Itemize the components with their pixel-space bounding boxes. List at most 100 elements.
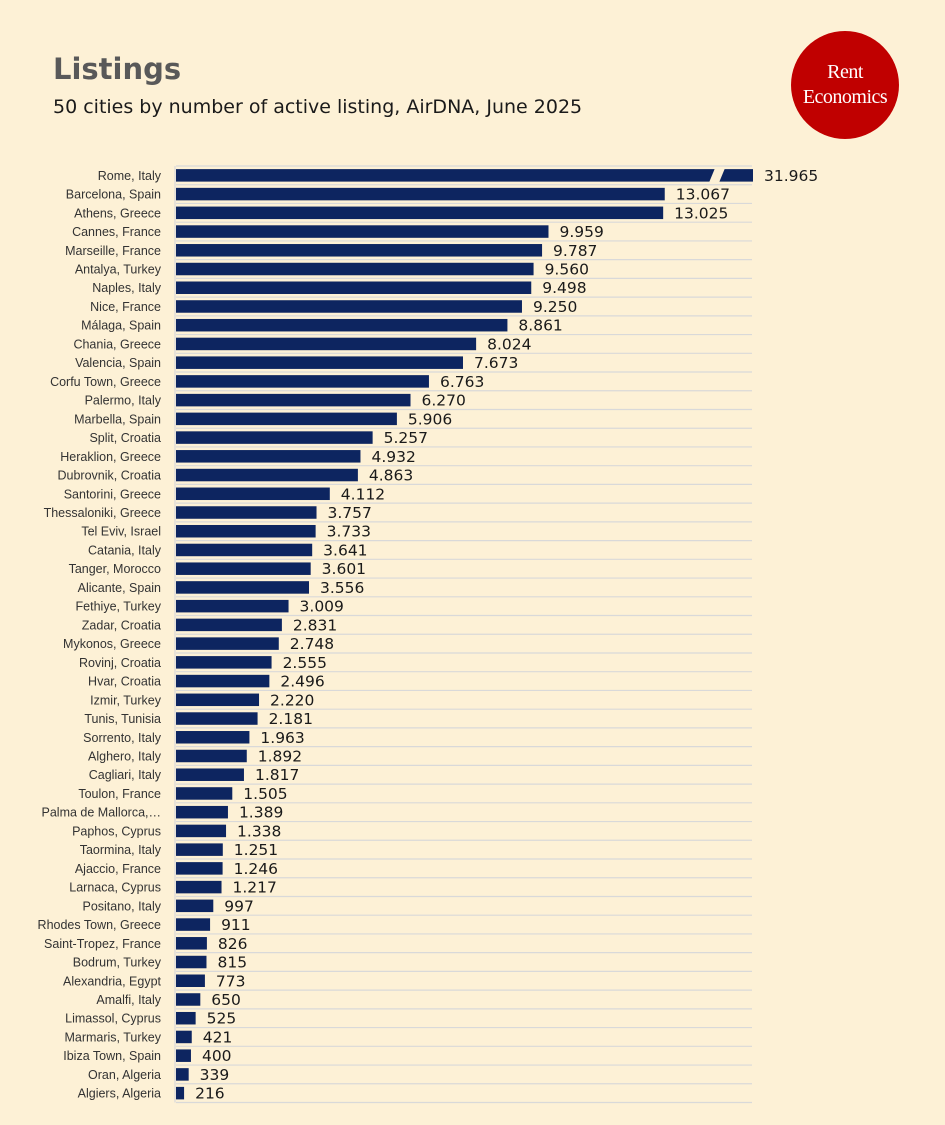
bar bbox=[176, 937, 207, 950]
value-label: 8.024 bbox=[487, 335, 531, 353]
bar bbox=[176, 618, 282, 632]
category-label: Taormina, Italy bbox=[80, 843, 162, 857]
value-label: 1.505 bbox=[243, 785, 287, 803]
value-label: 2.555 bbox=[283, 654, 327, 672]
bar bbox=[176, 693, 260, 707]
category-label: Alicante, Spain bbox=[78, 581, 161, 595]
value-label: 4.932 bbox=[371, 448, 415, 466]
category-label: Limassol, Cyprus bbox=[65, 1012, 161, 1026]
category-label: Marseille, France bbox=[65, 244, 161, 258]
bar bbox=[176, 487, 330, 501]
value-label: 9.560 bbox=[545, 261, 589, 279]
category-label: Rovinj, Croatia bbox=[79, 656, 161, 670]
category-label: Marbella, Spain bbox=[74, 412, 161, 426]
bar bbox=[176, 1011, 196, 1025]
bar bbox=[176, 637, 279, 650]
value-label: 2.496 bbox=[280, 673, 324, 691]
bar bbox=[176, 824, 227, 838]
value-label: 2.181 bbox=[269, 710, 313, 728]
value-label: 3.556 bbox=[320, 579, 364, 597]
bar bbox=[176, 524, 316, 538]
bar bbox=[176, 562, 311, 575]
bar bbox=[176, 974, 205, 988]
logo-line-2: Economics bbox=[802, 86, 888, 108]
value-label: 2.831 bbox=[293, 616, 337, 634]
value-label: 1.817 bbox=[255, 766, 299, 784]
bar bbox=[176, 337, 477, 351]
bar bbox=[176, 768, 244, 781]
value-label: 31.965 bbox=[764, 167, 818, 185]
bar bbox=[176, 169, 753, 182]
value-label: 400 bbox=[202, 1047, 232, 1065]
value-label: 9.498 bbox=[542, 279, 586, 297]
category-label: Santorini, Greece bbox=[64, 487, 161, 501]
bar bbox=[176, 805, 228, 819]
value-label: 773 bbox=[216, 972, 246, 990]
value-label: 997 bbox=[224, 897, 254, 915]
category-label: Alghero, Italy bbox=[88, 749, 162, 763]
category-label: Cagliari, Italy bbox=[89, 768, 162, 782]
value-label: 1.217 bbox=[233, 879, 277, 897]
value-label: 9.787 bbox=[553, 242, 597, 260]
category-label: Rhodes Town, Greece bbox=[38, 918, 161, 932]
axis-break-mark bbox=[709, 168, 725, 183]
value-label: 3.733 bbox=[327, 523, 371, 541]
value-label: 525 bbox=[207, 1010, 237, 1028]
category-label: Saint-Tropez, France bbox=[44, 937, 161, 951]
logo-line-1: Rent bbox=[827, 61, 863, 83]
category-label: Palma de Mallorca,… bbox=[42, 806, 162, 820]
category-label: Palermo, Italy bbox=[85, 394, 162, 408]
bar bbox=[176, 356, 463, 369]
value-label: 5.257 bbox=[384, 429, 428, 447]
category-label: Tanger, Morocco bbox=[69, 562, 161, 576]
value-label: 1.892 bbox=[258, 747, 302, 765]
category-label: Heraklion, Greece bbox=[60, 450, 161, 464]
category-label: Antalya, Turkey bbox=[75, 263, 162, 277]
value-label: 1.251 bbox=[234, 841, 278, 859]
category-label: Paphos, Cyprus bbox=[72, 824, 161, 838]
bar bbox=[176, 318, 508, 332]
value-label: 3.641 bbox=[323, 541, 367, 559]
bar bbox=[176, 543, 313, 557]
bar bbox=[176, 450, 361, 463]
category-label: Cannes, France bbox=[72, 225, 161, 239]
category-label: Ibiza Town, Spain bbox=[63, 1049, 161, 1063]
value-label: 650 bbox=[211, 991, 241, 1009]
category-label: Dubrovnik, Croatia bbox=[57, 469, 161, 483]
value-label: 2.220 bbox=[270, 691, 314, 709]
value-label: 1.246 bbox=[234, 860, 278, 878]
bar bbox=[176, 1086, 185, 1100]
bar bbox=[176, 300, 522, 313]
category-label: Larnaca, Cyprus bbox=[69, 881, 161, 895]
bar bbox=[176, 749, 247, 763]
bar bbox=[176, 1049, 191, 1062]
bar bbox=[176, 899, 214, 913]
category-label: Marmaris, Turkey bbox=[64, 1030, 161, 1044]
category-label: Ajaccio, France bbox=[75, 862, 161, 876]
value-label: 13.067 bbox=[676, 186, 730, 204]
category-label: Valencia, Spain bbox=[75, 356, 161, 370]
bar bbox=[176, 993, 201, 1006]
category-label: Izmir, Turkey bbox=[90, 693, 162, 707]
bar bbox=[176, 880, 222, 894]
bar bbox=[176, 787, 233, 800]
category-label: Zadar, Croatia bbox=[82, 618, 161, 632]
value-label: 3.601 bbox=[322, 560, 366, 578]
category-label: Hvar, Croatia bbox=[88, 675, 161, 689]
category-label: Amalfi, Italy bbox=[96, 993, 161, 1007]
category-label: Tel Eviv, Israel bbox=[81, 525, 161, 539]
bar bbox=[176, 731, 250, 744]
chart-title: Listings bbox=[53, 52, 182, 86]
bar bbox=[176, 656, 272, 669]
value-label: 2.748 bbox=[290, 635, 334, 653]
value-label: 826 bbox=[218, 935, 248, 953]
category-label: Alexandria, Egypt bbox=[63, 974, 162, 988]
value-label: 8.861 bbox=[518, 317, 562, 335]
value-label: 1.338 bbox=[237, 822, 281, 840]
value-label: 3.009 bbox=[300, 598, 344, 616]
value-label: 9.250 bbox=[533, 298, 577, 316]
value-label: 5.906 bbox=[408, 410, 452, 428]
category-label: Tunis, Tunisia bbox=[84, 712, 161, 726]
bar bbox=[176, 412, 397, 426]
bar bbox=[176, 918, 211, 931]
